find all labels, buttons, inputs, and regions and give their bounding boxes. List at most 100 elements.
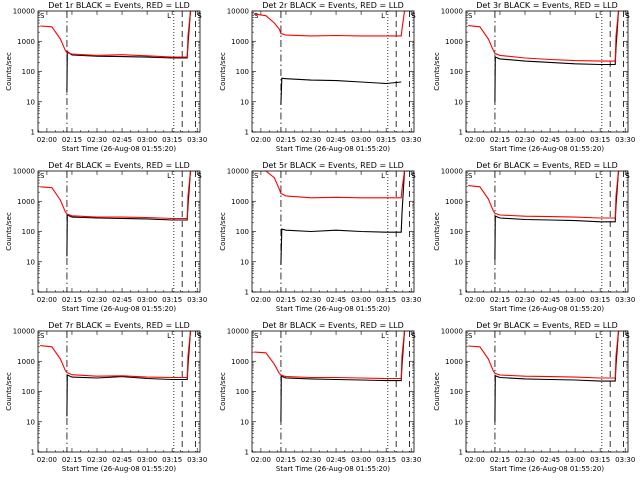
x-tick-label: 02:00 <box>465 296 485 304</box>
x-tick-label: 03:00 <box>351 296 371 304</box>
x-tick-label: 03:00 <box>565 136 585 144</box>
y-tick-label: 1000 <box>445 38 463 46</box>
x-tick-label: 03:15 <box>590 296 610 304</box>
y-axis-label: Counts/sec <box>219 372 227 411</box>
x-tick-label: 03:00 <box>565 456 585 464</box>
y-tick-label: 1 <box>459 289 463 297</box>
y-tick-label: 10 <box>240 418 249 426</box>
y-tick-label: 1000 <box>231 198 249 206</box>
series-lld-line <box>40 11 194 58</box>
y-tick-label: 1 <box>459 129 463 137</box>
x-tick-label: 02:15 <box>276 296 296 304</box>
y-tick-label: 1 <box>31 129 35 137</box>
x-tick-label: 02:00 <box>37 136 57 144</box>
y-tick-label: 100 <box>236 68 249 76</box>
plot-frame <box>37 170 201 293</box>
y-tick-label: 1 <box>245 129 249 137</box>
panel-det-3: Det 3r BLACK = Events, RED = LLD 1 10 100 10… <box>433 1 635 153</box>
x-tick-label: 02:15 <box>490 456 510 464</box>
panel-det-2: Det 2r BLACK = Events, RED = LLD 1 10 100 10… <box>219 1 421 153</box>
x-tick-label: 03:15 <box>376 296 396 304</box>
x-tick-label: 02:00 <box>37 456 57 464</box>
x-axis-label: Start Time (26-Aug-08 01:55:20) <box>490 145 604 153</box>
y-tick-label: 10 <box>240 258 249 266</box>
x-tick-label: 02:30 <box>515 296 535 304</box>
corner-mark: S <box>254 172 259 180</box>
series-lld-line <box>40 331 194 379</box>
y-tick-label: 10000 <box>441 328 463 336</box>
x-tick-label: 03:30 <box>187 456 207 464</box>
x-axis-label: Start Time (26-Aug-08 01:55:20) <box>276 305 390 313</box>
x-axis-label: Start Time (26-Aug-08 01:55:20) <box>62 305 176 313</box>
plot-frame <box>465 10 629 133</box>
x-tick-label: 03:30 <box>401 136 421 144</box>
y-tick-label: 10000 <box>227 328 249 336</box>
corner-mark: L <box>167 172 171 180</box>
x-tick-label: 03:30 <box>401 296 421 304</box>
x-tick-label: 03:30 <box>187 296 207 304</box>
panel-det-7: Det 7r BLACK = Events, RED = LLD 1 10 100 10… <box>5 321 207 473</box>
x-tick-label: 02:30 <box>301 296 321 304</box>
x-axis-label: Start Time (26-Aug-08 01:55:20) <box>490 465 604 473</box>
series-lld-line <box>40 171 194 220</box>
corner-mark: L <box>167 12 171 20</box>
y-tick-label: 1000 <box>445 358 463 366</box>
y-axis-label: Counts/sec <box>433 372 441 411</box>
plot-frame <box>251 330 415 453</box>
x-tick-label: 02:45 <box>540 136 560 144</box>
corner-mark: S <box>254 332 259 340</box>
x-axis-label: Start Time (26-Aug-08 01:55:20) <box>276 145 390 153</box>
y-tick-label: 10000 <box>227 8 249 16</box>
corner-mark: L <box>595 172 599 180</box>
y-tick-label: 100 <box>236 388 249 396</box>
series-lld-line <box>254 11 408 37</box>
x-axis-label: Start Time (26-Aug-08 01:55:20) <box>276 465 390 473</box>
panel-title: Det 3r BLACK = Events, RED = LLD <box>476 1 618 10</box>
series-events-line <box>66 11 194 93</box>
y-axis-label: Counts/sec <box>219 52 227 91</box>
plot-frame <box>465 170 629 293</box>
y-axis-label: Counts/sec <box>433 52 441 91</box>
x-tick-label: 03:15 <box>376 456 396 464</box>
corner-mark: S <box>468 332 473 340</box>
x-tick-label: 02:30 <box>301 136 321 144</box>
y-tick-label: 100 <box>450 228 463 236</box>
x-axis-label: Start Time (26-Aug-08 01:55:20) <box>62 465 176 473</box>
panel-det-5: Det 5r BLACK = Events, RED = LLD 1 10 100 10… <box>219 161 421 313</box>
series-events-line <box>494 171 622 260</box>
y-tick-label: 10 <box>240 98 249 106</box>
y-tick-label: 10000 <box>441 8 463 16</box>
corner-mark: S <box>468 172 473 180</box>
x-tick-label: 03:00 <box>137 136 157 144</box>
series-lld-line <box>254 171 408 199</box>
x-tick-label: 03:30 <box>401 456 421 464</box>
y-axis-label: Counts/sec <box>5 372 13 411</box>
corner-mark: S <box>468 12 473 20</box>
x-tick-label: 02:30 <box>87 296 107 304</box>
panel-title: Det 5r BLACK = Events, RED = LLD <box>262 161 404 170</box>
x-tick-label: 03:15 <box>590 136 610 144</box>
plot-frame <box>465 330 629 453</box>
y-tick-label: 10000 <box>227 168 249 176</box>
y-tick-label: 10 <box>454 258 463 266</box>
panel-title: Det 1r BLACK = Events, RED = LLD <box>48 1 190 10</box>
y-tick-label: 1000 <box>17 198 35 206</box>
plot-frame <box>37 10 201 133</box>
y-tick-label: 10 <box>454 98 463 106</box>
x-tick-label: 02:15 <box>62 296 82 304</box>
y-tick-label: 100 <box>450 388 463 396</box>
x-tick-label: 02:30 <box>515 136 535 144</box>
x-tick-label: 03:00 <box>351 136 371 144</box>
x-tick-label: 03:15 <box>162 296 182 304</box>
panel-title: Det 6r BLACK = Events, RED = LLD <box>476 161 618 170</box>
series-events-line <box>280 331 408 422</box>
series-lld-line <box>468 11 622 62</box>
x-tick-label: 03:15 <box>162 136 182 144</box>
y-tick-label: 1000 <box>445 198 463 206</box>
panel-title: Det 2r BLACK = Events, RED = LLD <box>262 1 404 10</box>
series-lld-line <box>468 171 622 219</box>
x-tick-label: 02:45 <box>540 456 560 464</box>
x-tick-label: 02:15 <box>276 136 296 144</box>
panel-det-4: Det 4r BLACK = Events, RED = LLD 1 10 100 10… <box>5 161 207 313</box>
x-axis-label: Start Time (26-Aug-08 01:55:20) <box>62 145 176 153</box>
